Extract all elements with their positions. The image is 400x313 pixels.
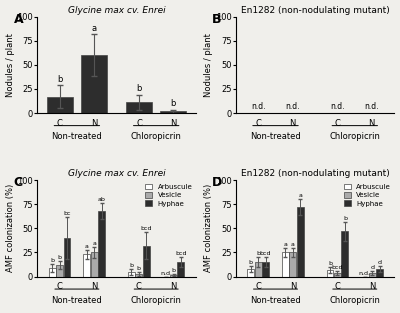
Text: a: a — [92, 241, 96, 246]
Bar — [47, 97, 73, 113]
Text: b: b — [50, 258, 54, 263]
Bar — [135, 274, 142, 276]
Text: Chloropicrin: Chloropicrin — [131, 296, 182, 305]
Bar — [160, 111, 186, 113]
Bar — [326, 270, 334, 276]
Legend: Arbuscule, Vesicle, Hyphae: Arbuscule, Vesicle, Hyphae — [145, 184, 192, 207]
Text: C: C — [136, 119, 142, 128]
Text: b: b — [57, 75, 62, 84]
Bar — [143, 246, 150, 276]
Text: N: N — [170, 119, 176, 128]
Text: b: b — [256, 251, 260, 256]
Text: bcd: bcd — [260, 251, 271, 256]
Text: b: b — [328, 261, 332, 266]
Text: bcd: bcd — [332, 265, 343, 270]
Text: b: b — [137, 266, 141, 271]
Y-axis label: AMF colonization (%): AMF colonization (%) — [6, 184, 14, 273]
Bar — [98, 211, 105, 276]
Bar — [282, 253, 289, 276]
Text: C: C — [14, 176, 22, 189]
Text: N: N — [289, 119, 296, 128]
Text: C: C — [334, 282, 340, 291]
Bar — [56, 265, 63, 276]
Text: n.d.: n.d. — [160, 270, 172, 275]
Bar — [83, 254, 90, 276]
Text: n.d.: n.d. — [359, 270, 371, 275]
Text: bcd: bcd — [140, 226, 152, 231]
Text: Chloropicrin: Chloropicrin — [131, 132, 182, 141]
Bar — [297, 207, 304, 276]
Bar — [178, 262, 184, 276]
Text: C: C — [57, 119, 63, 128]
Text: b: b — [170, 99, 176, 108]
Title: Glycine max cv. Enrei: Glycine max cv. Enrei — [68, 6, 165, 15]
Bar — [49, 268, 56, 276]
Bar — [170, 275, 177, 276]
Title: En1282 (non-nodulating mutant): En1282 (non-nodulating mutant) — [241, 169, 390, 178]
Text: bcd: bcd — [175, 251, 187, 256]
Text: Chloropicrin: Chloropicrin — [329, 132, 380, 141]
Text: b: b — [343, 216, 347, 221]
Bar — [128, 272, 135, 276]
Text: C: C — [256, 119, 262, 128]
Text: N: N — [170, 282, 177, 291]
Y-axis label: Nodules / plant: Nodules / plant — [204, 33, 213, 97]
Text: n.d.: n.d. — [364, 102, 379, 111]
Text: Non-treated: Non-treated — [250, 296, 301, 305]
Text: n.d.: n.d. — [251, 102, 266, 111]
Text: n.d.: n.d. — [330, 102, 345, 111]
Text: a: a — [85, 244, 89, 249]
Text: n.d.: n.d. — [285, 102, 300, 111]
Text: a: a — [291, 242, 295, 247]
Text: d: d — [378, 260, 382, 265]
Text: b: b — [249, 260, 253, 265]
Bar — [376, 269, 383, 276]
Text: b: b — [172, 268, 176, 273]
Y-axis label: AMF colonization (%): AMF colonization (%) — [204, 184, 213, 273]
Text: C: C — [255, 282, 261, 291]
Bar — [81, 55, 107, 113]
Bar — [342, 231, 348, 276]
Text: D: D — [212, 176, 222, 189]
Text: a: a — [298, 193, 302, 198]
Text: d: d — [370, 265, 374, 270]
Text: Chloropicrin: Chloropicrin — [329, 296, 380, 305]
Text: a: a — [284, 242, 287, 247]
Text: A: A — [14, 13, 23, 26]
Legend: Arbuscule, Vesicle, Hyphae: Arbuscule, Vesicle, Hyphae — [344, 184, 391, 207]
Bar — [247, 269, 254, 276]
Text: b: b — [130, 263, 134, 268]
Bar — [289, 253, 296, 276]
Text: Non-treated: Non-treated — [250, 132, 301, 141]
Text: N: N — [91, 119, 97, 128]
Bar — [334, 273, 341, 276]
Text: B: B — [212, 13, 222, 26]
Text: b: b — [58, 255, 62, 260]
Bar — [369, 273, 376, 276]
Text: Non-treated: Non-treated — [52, 132, 102, 141]
Bar — [64, 238, 70, 276]
Bar — [262, 262, 269, 276]
Text: N: N — [290, 282, 296, 291]
Text: N: N — [91, 282, 98, 291]
Title: Glycine max cv. Enrei: Glycine max cv. Enrei — [68, 169, 165, 178]
Y-axis label: Nodules / plant: Nodules / plant — [6, 33, 14, 97]
Text: a: a — [91, 23, 96, 33]
Bar — [255, 262, 262, 276]
Text: b: b — [136, 84, 142, 93]
Text: C: C — [136, 282, 142, 291]
Text: N: N — [369, 119, 375, 128]
Text: Non-treated: Non-treated — [52, 296, 102, 305]
Text: C: C — [335, 119, 341, 128]
Bar — [91, 253, 98, 276]
Text: C: C — [57, 282, 62, 291]
Title: En1282 (non-nodulating mutant): En1282 (non-nodulating mutant) — [241, 6, 390, 15]
Text: ab: ab — [98, 197, 106, 202]
Text: bc: bc — [63, 211, 71, 216]
Bar — [126, 102, 152, 113]
Text: N: N — [369, 282, 375, 291]
